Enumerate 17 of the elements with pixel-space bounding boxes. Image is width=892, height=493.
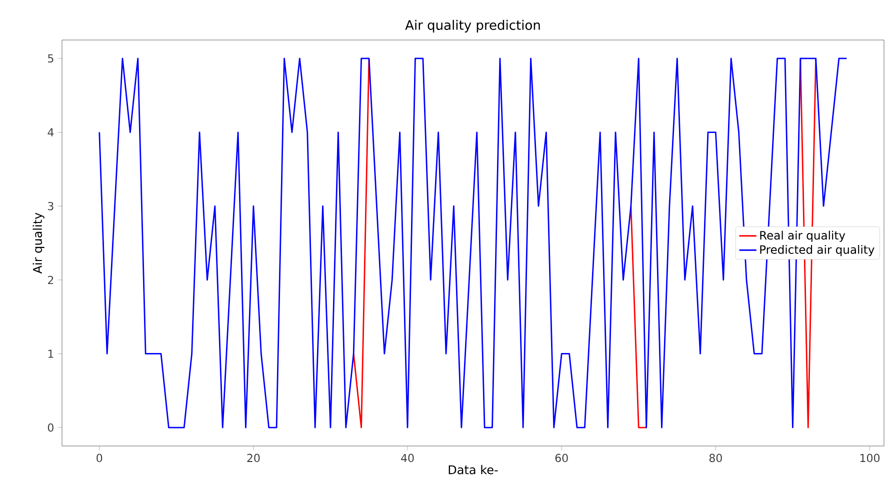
y-tick-label: 4 [48, 128, 54, 136]
x-axis-title: Data ke- [448, 464, 498, 474]
x-tick-label: 0 [96, 454, 102, 462]
y-tick-label: 3 [48, 202, 54, 210]
x-tick-label: 40 [401, 454, 414, 462]
y-tick-label: 2 [48, 276, 54, 284]
x-tick-label: 60 [555, 454, 568, 462]
x-tick-label: 100 [860, 454, 880, 462]
x-tick-label: 20 [247, 454, 260, 462]
y-tick-label: 1 [48, 350, 54, 358]
y-tick-label: 0 [48, 423, 54, 432]
y-axis-title: Air quality [32, 212, 44, 274]
x-tick-label: 80 [709, 454, 722, 462]
chart-title: Air quality prediction [405, 20, 540, 32]
y-tick-label: 5 [48, 54, 54, 63]
legend-label: Predicted air quality [760, 245, 874, 256]
legend-label: Real air quality [760, 230, 846, 242]
